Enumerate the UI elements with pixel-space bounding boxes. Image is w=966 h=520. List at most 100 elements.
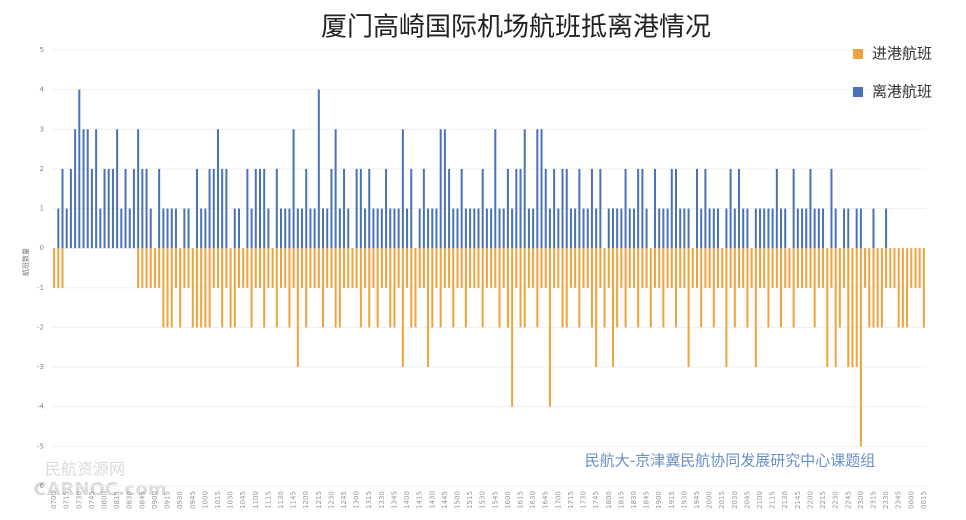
bar bbox=[61, 248, 64, 288]
bar bbox=[183, 248, 186, 288]
x-tick-label: 2330 bbox=[882, 491, 890, 509]
bar bbox=[204, 208, 207, 249]
bar bbox=[393, 208, 396, 249]
bar bbox=[624, 168, 627, 249]
x-tick-label: 1415 bbox=[416, 491, 424, 509]
bar bbox=[620, 208, 623, 249]
bar bbox=[313, 208, 316, 249]
bar bbox=[544, 168, 547, 249]
bar bbox=[763, 208, 766, 249]
bar bbox=[162, 208, 165, 249]
x-tick-label: 1000 bbox=[201, 491, 209, 509]
bar bbox=[746, 248, 749, 328]
bar bbox=[872, 248, 875, 328]
bar bbox=[561, 248, 564, 328]
x-tick-label: 0000 bbox=[907, 491, 915, 509]
y-tick-label: 0 bbox=[40, 244, 44, 252]
bar bbox=[843, 248, 846, 288]
bar bbox=[149, 248, 152, 288]
bar bbox=[448, 248, 451, 288]
bar bbox=[481, 168, 484, 249]
bar bbox=[922, 248, 925, 328]
bar bbox=[754, 248, 757, 368]
bar bbox=[477, 208, 480, 249]
bar bbox=[502, 248, 505, 288]
bar bbox=[843, 208, 846, 249]
bar bbox=[250, 208, 253, 249]
bar bbox=[267, 208, 270, 249]
x-tick-label: 1445 bbox=[441, 491, 449, 509]
bar bbox=[763, 248, 766, 288]
bar bbox=[792, 248, 795, 328]
bar bbox=[187, 248, 190, 288]
bar bbox=[620, 248, 623, 288]
bar bbox=[628, 208, 631, 249]
bar bbox=[687, 208, 690, 249]
bar bbox=[456, 248, 459, 288]
bar bbox=[95, 129, 98, 249]
bar bbox=[700, 248, 703, 328]
bar bbox=[280, 208, 283, 249]
y-tick-label: 3 bbox=[40, 125, 44, 133]
bar bbox=[158, 168, 161, 249]
bar bbox=[246, 248, 249, 288]
bar bbox=[834, 208, 837, 249]
bar bbox=[347, 208, 350, 249]
bar bbox=[343, 168, 346, 249]
x-tick-label: 2045 bbox=[743, 491, 751, 509]
bar bbox=[61, 168, 64, 249]
bar bbox=[662, 248, 665, 328]
bar bbox=[216, 248, 219, 288]
x-tick-label: 1830 bbox=[630, 491, 638, 509]
bar bbox=[708, 248, 711, 288]
bar bbox=[641, 248, 644, 288]
bar bbox=[372, 208, 375, 249]
bar bbox=[809, 168, 812, 249]
bar bbox=[611, 248, 614, 368]
bar bbox=[817, 248, 820, 288]
bar bbox=[603, 248, 606, 328]
bar bbox=[691, 248, 694, 288]
x-tick-label: 1545 bbox=[491, 491, 499, 509]
x-tick-label: 1245 bbox=[340, 491, 348, 509]
bar bbox=[801, 248, 804, 288]
x-tick-label: 0930 bbox=[176, 491, 184, 509]
bar bbox=[330, 248, 333, 288]
bar bbox=[733, 208, 736, 249]
bar bbox=[111, 168, 114, 249]
bar bbox=[607, 248, 610, 288]
bar bbox=[494, 248, 497, 288]
bar bbox=[296, 248, 299, 368]
bar bbox=[120, 208, 123, 249]
x-tick-label: 1215 bbox=[315, 491, 323, 509]
bar bbox=[666, 248, 669, 288]
x-tick-label: 0730 bbox=[75, 491, 83, 509]
bar bbox=[750, 248, 753, 288]
bar bbox=[582, 208, 585, 249]
bar bbox=[86, 129, 89, 249]
x-tick-label: 0715 bbox=[63, 491, 71, 509]
x-tick-label: 1730 bbox=[580, 491, 588, 509]
bar bbox=[284, 208, 287, 249]
bar bbox=[212, 168, 215, 249]
bar bbox=[191, 248, 194, 328]
bar bbox=[805, 208, 808, 249]
bar bbox=[553, 168, 556, 249]
bar bbox=[616, 248, 619, 328]
x-tick-label: 0900 bbox=[151, 491, 159, 509]
bar bbox=[334, 248, 337, 328]
bar bbox=[267, 248, 270, 288]
bar bbox=[473, 248, 476, 288]
bar bbox=[410, 248, 413, 328]
bar bbox=[57, 208, 60, 249]
bar bbox=[729, 168, 732, 249]
bar bbox=[393, 248, 396, 328]
bar bbox=[784, 208, 787, 249]
bar bbox=[561, 168, 564, 249]
bar bbox=[490, 248, 493, 288]
x-tick-label: 1515 bbox=[466, 491, 474, 509]
bar bbox=[322, 248, 325, 328]
bar bbox=[569, 248, 572, 288]
bar bbox=[380, 208, 383, 249]
x-tick-label: 2315 bbox=[869, 491, 877, 509]
